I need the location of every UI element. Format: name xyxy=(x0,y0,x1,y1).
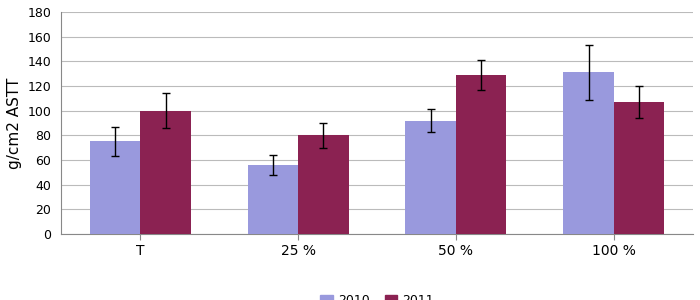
Y-axis label: g/cm2 ASTT: g/cm2 ASTT xyxy=(7,77,22,169)
Legend: 2010, 2011: 2010, 2011 xyxy=(316,289,439,300)
Bar xyxy=(405,121,456,234)
Bar xyxy=(90,142,140,234)
Bar xyxy=(248,165,298,234)
Bar xyxy=(140,111,191,234)
Bar xyxy=(298,135,349,234)
Bar xyxy=(456,75,507,234)
Bar xyxy=(614,102,664,234)
Bar xyxy=(564,72,614,234)
